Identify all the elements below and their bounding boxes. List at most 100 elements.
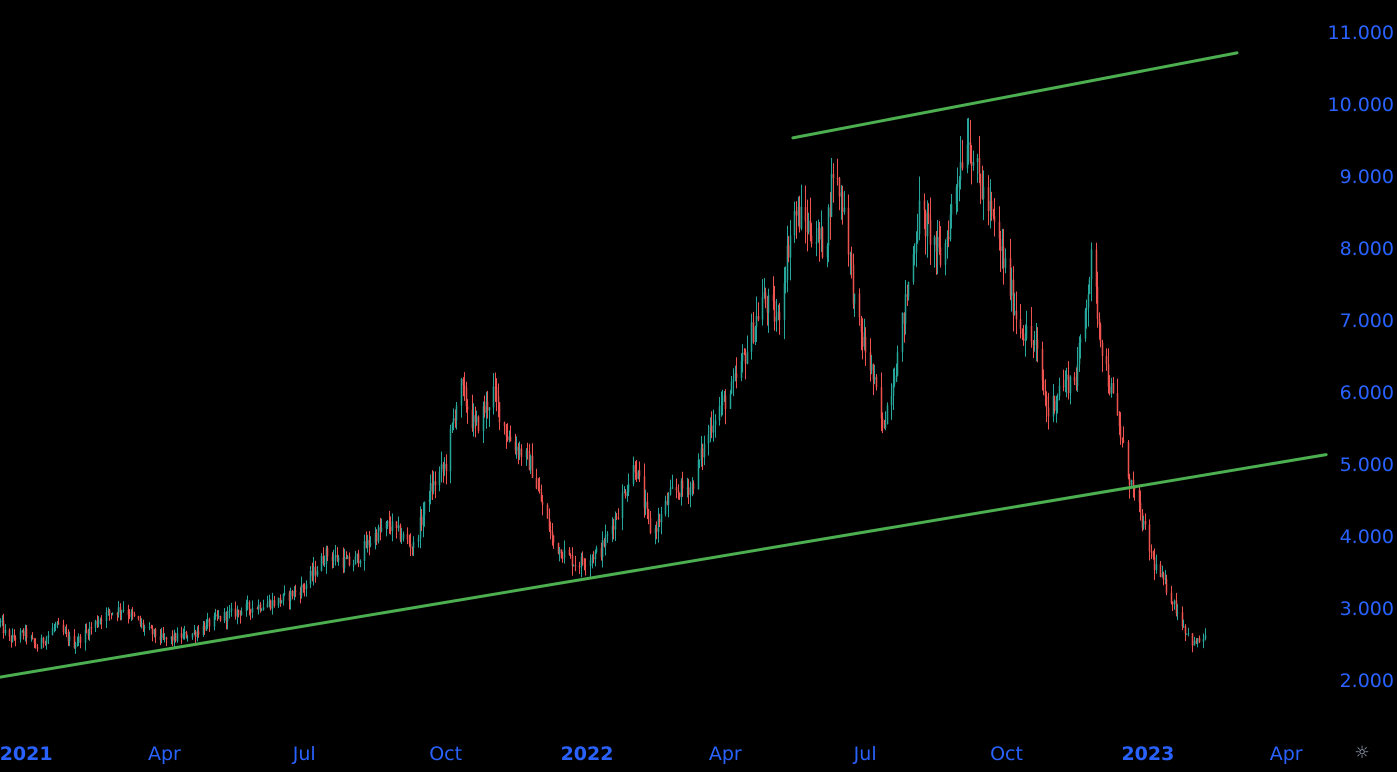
candle [1101, 339, 1104, 373]
candle [906, 284, 909, 307]
candle [815, 220, 818, 257]
candle [455, 402, 458, 430]
candle [236, 605, 239, 625]
candle [956, 167, 959, 212]
candle [531, 443, 534, 479]
candle [1009, 238, 1012, 301]
candle [563, 540, 566, 564]
candle [1032, 340, 1035, 359]
candle [323, 555, 326, 568]
candle [248, 600, 251, 616]
price-axis[interactable]: 11.000 10.000 9.000 8.000 7.000 6.000 5.000 4.0… [1328, 22, 1394, 692]
candle [644, 489, 647, 516]
candle [1182, 619, 1185, 628]
candle [354, 550, 357, 565]
candle [915, 231, 918, 268]
candle [171, 630, 174, 647]
candle [509, 425, 512, 442]
price-tick-label: 2.000 [1340, 670, 1394, 692]
candle [395, 521, 398, 539]
candle [858, 288, 861, 326]
candle [8, 628, 11, 642]
price-tick-label: 5.000 [1340, 454, 1394, 476]
candle [569, 553, 572, 559]
candle [108, 608, 111, 621]
candle [860, 316, 863, 351]
candle [1065, 367, 1068, 398]
candle [689, 481, 692, 508]
support-trendline[interactable] [0, 453, 1328, 679]
candle [655, 521, 658, 540]
candle [604, 524, 607, 556]
candle [357, 549, 360, 568]
candle [777, 304, 780, 321]
candle [944, 239, 947, 276]
time-axis[interactable]: 2021 Apr Jul Oct 2022 Apr Jul Oct 2023 Apr [0, 743, 1303, 765]
candle [718, 396, 721, 426]
time-tick-label: Apr [148, 743, 181, 765]
candle [0, 618, 2, 628]
candle [51, 622, 54, 636]
candle [1004, 248, 1007, 274]
price-tick-label: 4.000 [1340, 526, 1394, 548]
time-tick-label: Oct [990, 743, 1023, 765]
candle [581, 551, 584, 566]
candle [1153, 548, 1156, 581]
candle [1204, 628, 1207, 641]
candle [806, 199, 809, 252]
candle [746, 335, 749, 365]
time-tick-label: 2021 [0, 743, 53, 765]
candle [517, 442, 520, 465]
candle [959, 136, 962, 190]
time-tick-label: Apr [709, 743, 742, 765]
candle [1042, 369, 1045, 396]
candle [33, 638, 36, 649]
candle [1127, 439, 1130, 480]
candle [466, 399, 469, 424]
candle [766, 295, 769, 326]
candle [331, 552, 334, 569]
candle [185, 630, 188, 639]
candle [36, 643, 39, 652]
candle [64, 626, 67, 635]
candle [691, 477, 694, 497]
candle [162, 626, 165, 641]
candle [1084, 308, 1087, 342]
candle [368, 530, 371, 556]
candle [558, 547, 561, 562]
candle [800, 184, 803, 231]
candle [752, 311, 755, 344]
candle [1022, 324, 1025, 346]
candle [1107, 348, 1110, 394]
candle [895, 363, 898, 383]
price-tick-label: 3.000 [1340, 598, 1394, 620]
candle [1116, 378, 1119, 416]
candle [495, 378, 498, 412]
candle [334, 545, 337, 566]
candle [707, 424, 710, 456]
candle [714, 414, 717, 438]
candle [1184, 624, 1187, 642]
candle [305, 580, 308, 597]
candle [978, 136, 981, 184]
candle [623, 486, 626, 494]
candle [982, 170, 985, 221]
candle [861, 318, 864, 360]
candle [561, 551, 564, 563]
candle [44, 640, 47, 646]
candle [99, 617, 102, 625]
candle [961, 139, 964, 171]
candle [907, 281, 910, 301]
candle [375, 529, 378, 546]
candle [552, 535, 555, 549]
candle [1119, 412, 1122, 445]
candle [440, 451, 443, 483]
candle [322, 547, 325, 566]
candle [647, 508, 650, 525]
candle [197, 625, 200, 638]
candle [173, 629, 176, 648]
gear-icon[interactable]: ☼ [1354, 743, 1370, 763]
resistance-trendline[interactable] [791, 51, 1239, 140]
candle [1056, 393, 1059, 414]
